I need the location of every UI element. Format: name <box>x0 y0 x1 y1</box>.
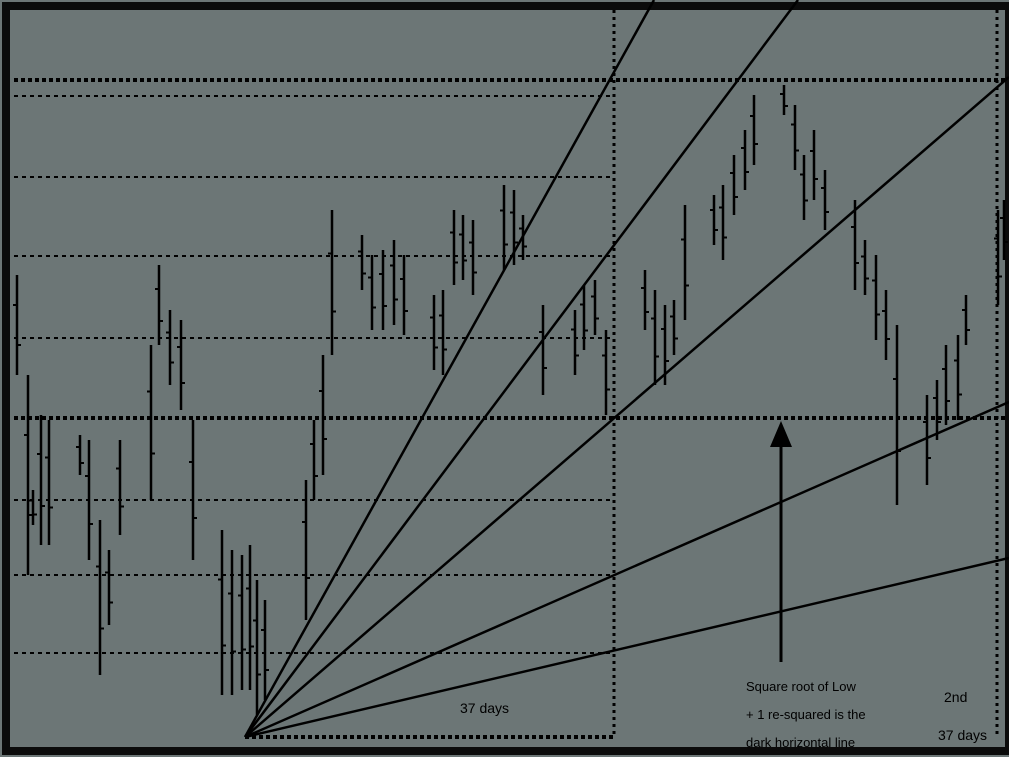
fan-lines <box>243 0 1009 739</box>
fan-line-1 <box>244 0 799 738</box>
note-line-3: dark horizontal line <box>746 735 855 750</box>
arrow-annotation <box>770 421 792 662</box>
note-line-2: + 1 re-squared is the <box>746 707 866 722</box>
price-bars <box>13 85 1008 715</box>
fan-line-0 <box>243 0 656 738</box>
gridlines <box>14 10 1005 739</box>
label-2nd-37-days: 37 days <box>938 727 987 743</box>
fan-line-3 <box>244 400 1009 739</box>
label-37-days: 37 days <box>460 700 509 716</box>
note-line-1: Square root of Low <box>746 679 856 694</box>
fan-line-2 <box>244 76 1009 738</box>
fan-line-4 <box>244 556 1009 739</box>
label-2nd: 2nd <box>944 689 967 705</box>
arrow-head-icon <box>770 421 792 447</box>
annotation-labels: 37 days 2nd 37 days Square root of Low +… <box>460 679 987 750</box>
